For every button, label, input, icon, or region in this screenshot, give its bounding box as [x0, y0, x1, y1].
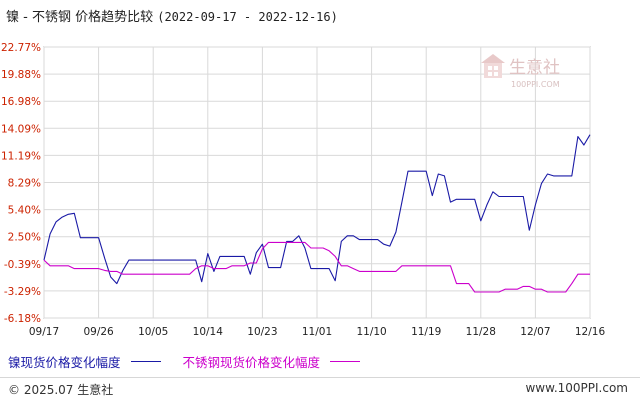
- y-tick-label: -6.18%: [4, 313, 41, 325]
- date-range: (2022-09-17 - 2022-12-16): [157, 10, 338, 24]
- grid: [43, 46, 591, 319]
- x-tick-label: 11/10: [356, 326, 386, 338]
- series: [43, 134, 591, 293]
- y-tick-label: -0.39%: [4, 259, 41, 271]
- x-tick-label: 10/23: [247, 326, 277, 338]
- y-tick-label: 19.88%: [1, 69, 41, 81]
- x-tick-label: 11/01: [302, 326, 332, 338]
- y-tick-label: 22.77%: [1, 42, 41, 54]
- series-line-1: [43, 241, 590, 293]
- x-tick-label: 11/19: [411, 326, 441, 338]
- x-tick-label: 12/16: [575, 326, 606, 338]
- x-tick-label: 10/14: [193, 326, 224, 338]
- y-tick-label: 5.40%: [8, 205, 41, 217]
- site-link[interactable]: www.100PPI.com: [525, 381, 628, 395]
- legend-label-nickel: 镍现货价格变化幅度: [8, 355, 121, 370]
- series-line-0: [43, 134, 591, 285]
- price-trend-chart: 生意社 100PPI.COM 22.77% 19.88% 16.98% 14.09% 1…: [1, 42, 606, 338]
- y-tick-label: -3.29%: [4, 286, 41, 298]
- footer: © 2025.07 生意社 www.100PPI.com: [0, 377, 640, 401]
- watermark-brand: 生意社: [509, 58, 560, 78]
- x-tick-label: 10/05: [138, 326, 168, 338]
- y-tick-label: 14.09%: [1, 123, 41, 135]
- legend: 镍现货价格变化幅度 不锈钢现货价格变化幅度: [8, 352, 382, 371]
- house-logo-icon: [481, 54, 505, 78]
- chart-title-text: 镍 - 不锈钢 价格趋势比较: [6, 10, 154, 25]
- watermark-url: 100PPI.COM: [511, 80, 560, 89]
- copyright: © 2025.07 生意社: [8, 383, 114, 397]
- legend-item-nickel: 镍现货价格变化幅度: [8, 352, 161, 371]
- legend-label-stainless: 不锈钢现货价格变化幅度: [182, 355, 321, 370]
- chart-title: 镍 - 不锈钢 价格趋势比较 (2022-09-17 - 2022-12-16): [6, 6, 338, 25]
- x-tick-label: 12/07: [520, 326, 550, 338]
- legend-item-stainless: 不锈钢现货价格变化幅度: [183, 352, 361, 371]
- y-tick-label: 11.19%: [1, 150, 41, 162]
- y-tick-label: 2.50%: [8, 232, 41, 244]
- x-tick-label: 11/28: [466, 326, 496, 338]
- watermark: 生意社 100PPI.COM: [481, 54, 560, 89]
- x-tick-label: 09/17: [29, 326, 59, 338]
- y-tick-label: 8.29%: [8, 178, 41, 190]
- x-tick-label: 09/26: [83, 326, 114, 338]
- y-axis-ticks: 22.77% 19.88% 16.98% 14.09% 11.19% 8.29% 5.40%…: [1, 42, 41, 325]
- x-axis-ticks: 09/17 09/26 10/05 10/14 10/23 11/01 11/10 11/19…: [29, 326, 606, 338]
- legend-swatch-nickel: [130, 361, 161, 362]
- legend-swatch-stainless: [330, 361, 361, 362]
- y-tick-label: 16.98%: [1, 96, 41, 108]
